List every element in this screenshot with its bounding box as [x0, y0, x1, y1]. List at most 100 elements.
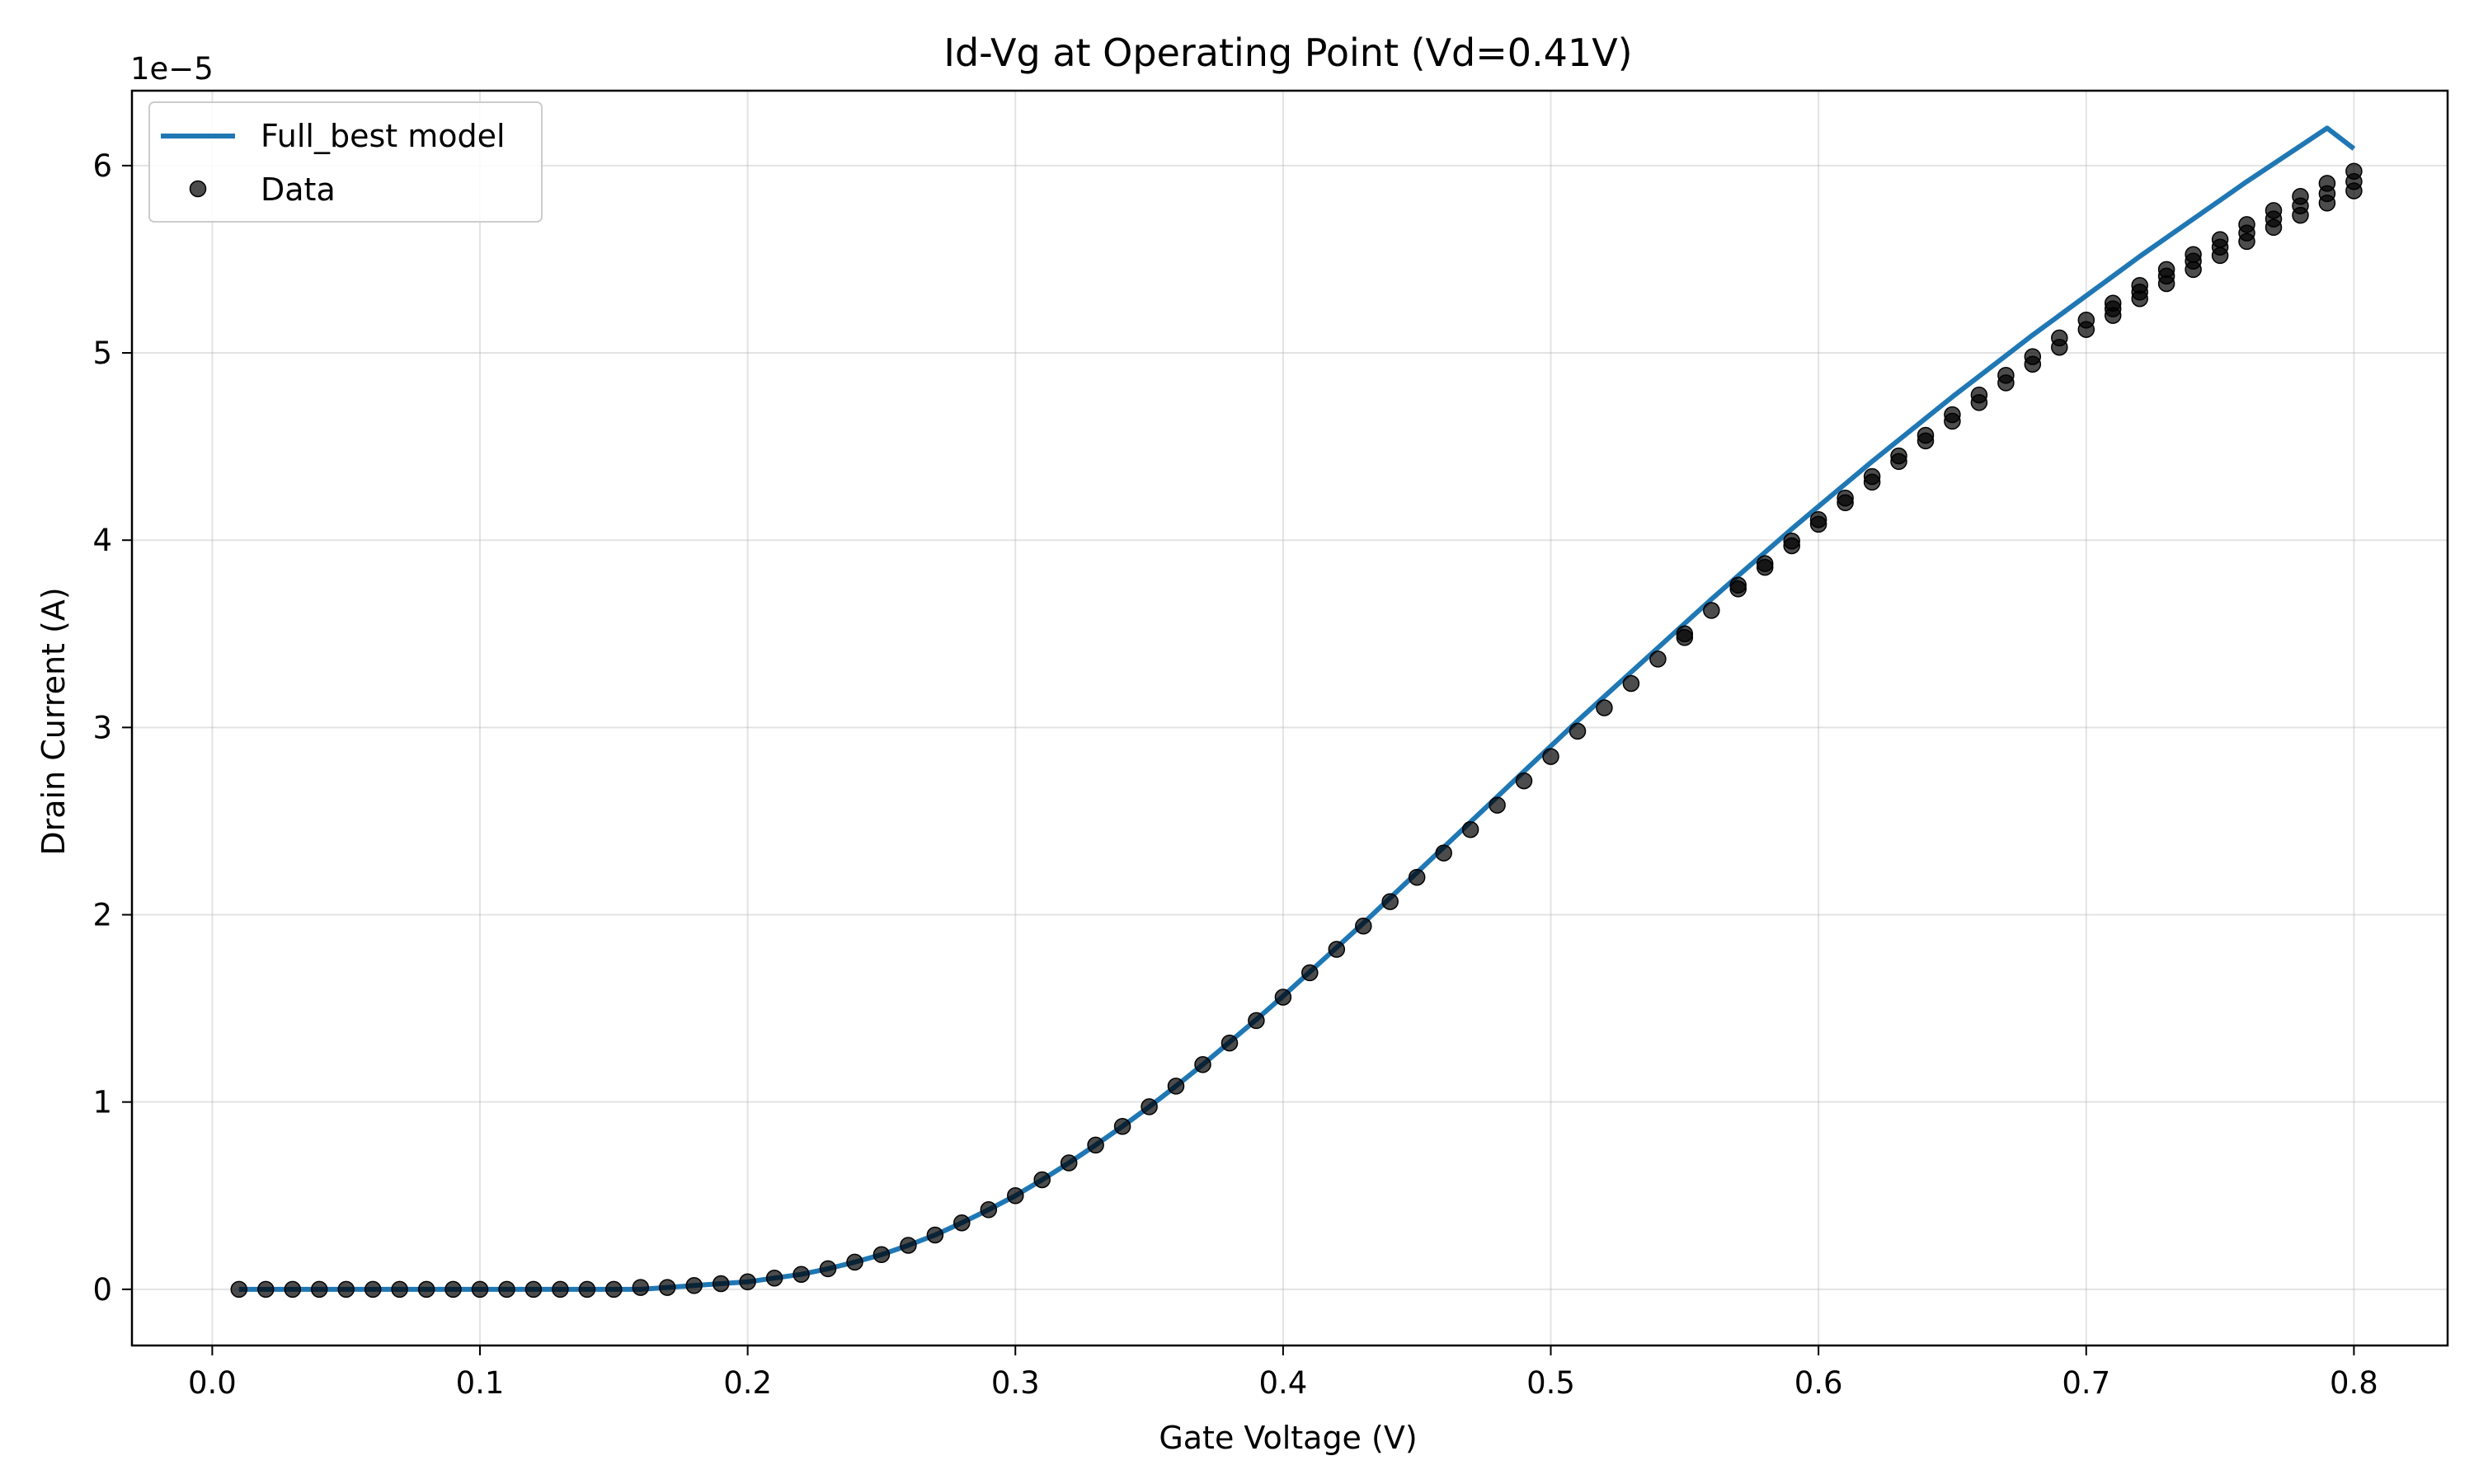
data-point [1783, 533, 1800, 550]
data-point [2292, 188, 2309, 205]
data-point [2238, 216, 2255, 233]
data-point [1007, 1187, 1024, 1205]
data-point [685, 1277, 703, 1294]
data-point [2185, 246, 2202, 264]
data-point [900, 1237, 917, 1254]
data-point [1703, 602, 1720, 619]
data-point [1729, 576, 1747, 594]
y-tick-label: 6 [92, 148, 112, 184]
x-tick-label: 0.4 [1258, 1365, 1307, 1401]
data-point [1381, 893, 1399, 910]
y-tick-label: 4 [92, 523, 112, 558]
data-point [1141, 1098, 1158, 1115]
data-point [2131, 277, 2148, 294]
x-tick-label: 0.8 [2330, 1365, 2378, 1401]
x-axis-label: Gate Voltage (V) [1159, 1420, 1417, 1456]
data-point [793, 1266, 810, 1283]
data-point [391, 1280, 408, 1298]
data-point [765, 1269, 783, 1287]
data-point [953, 1214, 971, 1232]
x-tick-label: 0.6 [1794, 1365, 1843, 1401]
data-point [1301, 964, 1319, 982]
data-point [1542, 748, 1559, 765]
data-point [2345, 162, 2363, 180]
data-point [1248, 1012, 1265, 1030]
data-point [1837, 489, 1854, 507]
data-point [712, 1275, 730, 1293]
data-point [1622, 674, 1640, 693]
x-tick-label: 0.3 [991, 1365, 1040, 1401]
data-point [1569, 722, 1587, 740]
y-tick-label: 5 [92, 336, 112, 371]
data-point [1970, 386, 1988, 404]
data-point [310, 1280, 328, 1298]
x-tick-label: 0.0 [188, 1365, 237, 1401]
data-point [1489, 796, 1506, 814]
legend-label-data: Data [261, 171, 336, 208]
data-point [1328, 941, 1346, 958]
data-point [2051, 329, 2068, 347]
data-point [658, 1279, 676, 1296]
data-point [417, 1280, 435, 1298]
data-point [1997, 367, 2015, 384]
data-point [230, 1280, 248, 1298]
data-point [926, 1226, 944, 1244]
data-point [1596, 699, 1613, 716]
data-point [524, 1280, 543, 1298]
data-point [1515, 772, 1533, 790]
legend-box [148, 101, 543, 223]
data-point [2077, 312, 2095, 329]
y-tick-label: 0 [92, 1272, 112, 1308]
data-point [1167, 1078, 1185, 1095]
data-point [1649, 650, 1667, 668]
plot-area-frame [130, 89, 2449, 1347]
data-point [1809, 510, 1827, 528]
data-point [2104, 294, 2122, 312]
data-point [1435, 844, 1452, 862]
data-point [1917, 426, 1935, 444]
legend-label-model: Full_best model [261, 118, 506, 154]
data-point [632, 1279, 650, 1296]
y-offset-text: 1e−5 [130, 51, 214, 87]
y-tick-label: 3 [92, 710, 112, 745]
data-point [2211, 231, 2229, 248]
legend: Full_best model Data [148, 101, 543, 223]
x-tick-label: 0.2 [723, 1365, 772, 1401]
legend-marker-swatch [189, 180, 207, 198]
y-tick-label: 1 [92, 1085, 112, 1120]
data-point [2318, 175, 2336, 192]
data-point [1408, 868, 1426, 886]
x-tick-label: 0.5 [1526, 1365, 1575, 1401]
y-axis-label: Drain Current (A) [35, 587, 72, 855]
x-axis: 0.0 0.1 0.2 0.3 0.4 0.5 0.6 0.7 0.8 [188, 1345, 2378, 1401]
grid [132, 91, 2448, 1345]
data-point [257, 1280, 275, 1298]
data-point [846, 1253, 863, 1271]
data-point [552, 1280, 569, 1298]
data-point [1863, 467, 1881, 486]
data-point [498, 1280, 515, 1298]
data-point [578, 1280, 596, 1298]
data-point [980, 1201, 998, 1219]
data-point [1060, 1154, 1078, 1172]
data-point [1194, 1056, 1211, 1073]
y-axis: 0 1 2 3 4 5 6 [92, 148, 132, 1308]
data-point [1221, 1034, 1239, 1052]
chart-title: Id-Vg at Operating Point (Vd=0.41V) [943, 31, 1632, 75]
y-tick-label: 2 [92, 898, 112, 933]
data-point [2265, 202, 2283, 219]
data-point [1461, 820, 1479, 838]
data-point [284, 1280, 302, 1298]
data-point [1113, 1117, 1131, 1135]
data-point [2157, 261, 2175, 279]
data-point [1756, 555, 1774, 572]
data-point [1274, 989, 1292, 1006]
data-point [872, 1246, 891, 1264]
data-point [1944, 406, 1961, 424]
data-points-layer [230, 162, 2363, 1298]
data-point [2024, 348, 2042, 365]
data-point [739, 1273, 756, 1291]
data-point [605, 1280, 623, 1298]
x-tick-label: 0.1 [456, 1365, 505, 1401]
